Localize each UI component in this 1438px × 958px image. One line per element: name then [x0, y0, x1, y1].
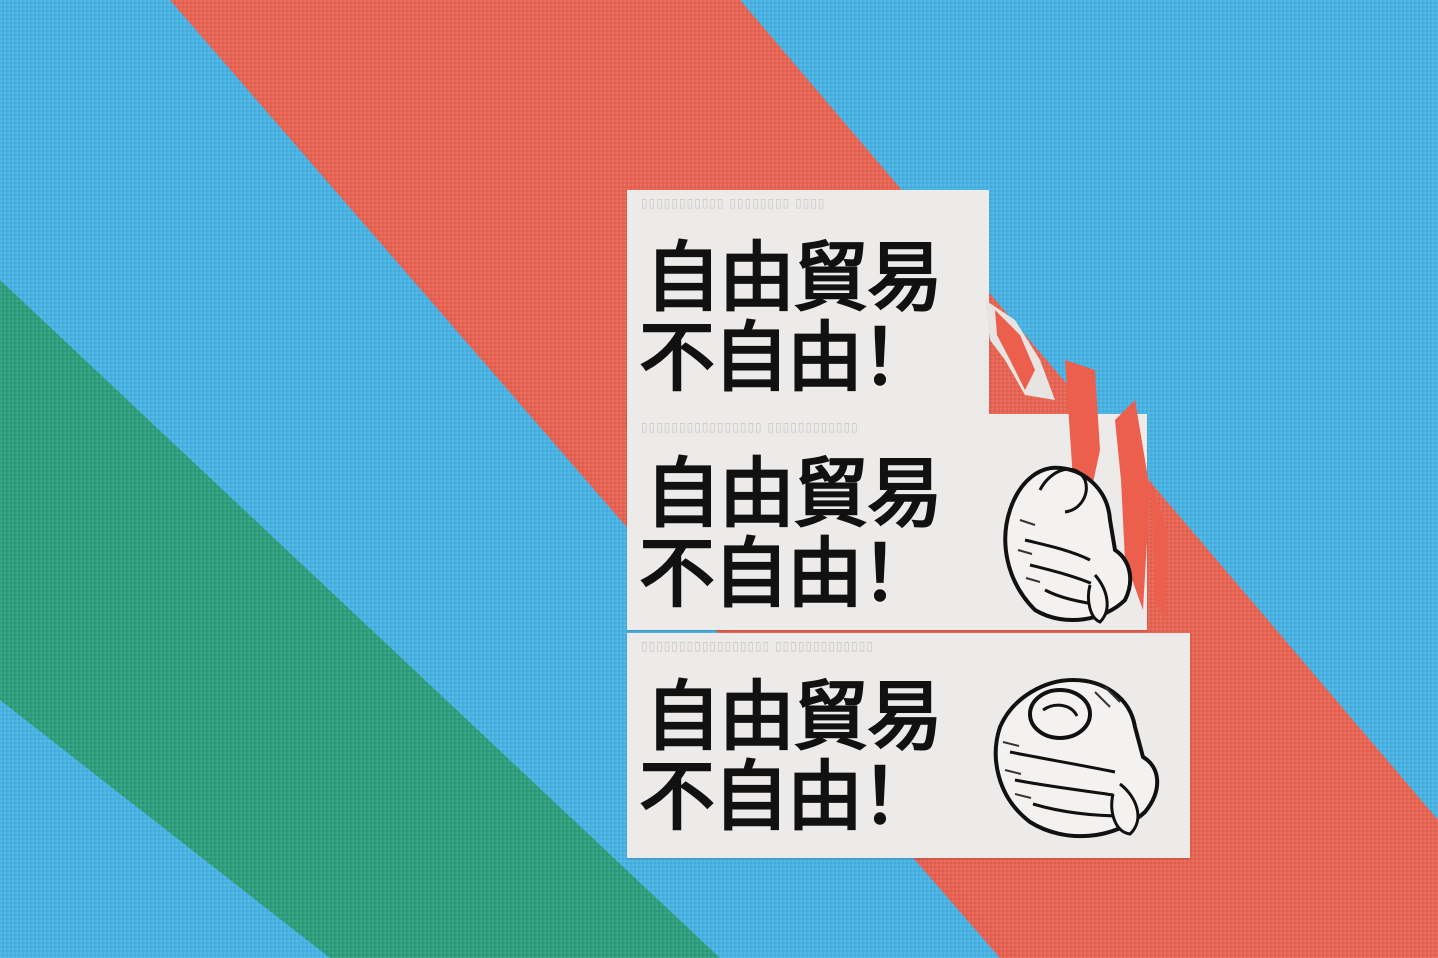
- pointing-hand-icon: [1003, 465, 1133, 624]
- slogan-line-1: 自由貿易: [645, 449, 943, 538]
- sticker-slogan: 自由貿易 不自由！: [639, 238, 943, 398]
- sticker-slogan: 自由貿易 不自由！: [639, 677, 943, 837]
- faded-print-text: ▯▯▯▯▯▯▯▯▯▯▯▯▯▯▯▯ ▯▯▯▯▯▯▯▯▯▯▯▯: [641, 420, 859, 434]
- faded-print-text: ▯▯▯▯▯▯▯▯▯▯▯▯▯▯▯▯▯ ▯▯▯▯▯▯▯▯▯▯▯▯▯: [641, 639, 874, 653]
- torn-paper-edge: [985, 300, 1055, 400]
- slogan-line-2: 不自由！: [639, 313, 937, 402]
- sticker-1: ▯▯▯▯▯▯▯▯▯▯▯ ▯▯▯▯▯▯▯▯ ▯▯▯▯ 自由貿易 不自由！: [627, 190, 989, 426]
- slogan-line-2: 不自由！: [639, 752, 937, 841]
- slogan-line-2: 不自由！: [639, 529, 937, 618]
- sticker-slogan: 自由貿易 不自由！: [639, 454, 943, 614]
- slogan-line-1: 自由貿易: [645, 233, 943, 322]
- slogan-line-1: 自由貿易: [645, 672, 943, 761]
- pointing-hand-icon: [993, 677, 1160, 839]
- faded-print-text: ▯▯▯▯▯▯▯▯▯▯▯ ▯▯▯▯▯▯▯▯ ▯▯▯▯: [641, 196, 826, 210]
